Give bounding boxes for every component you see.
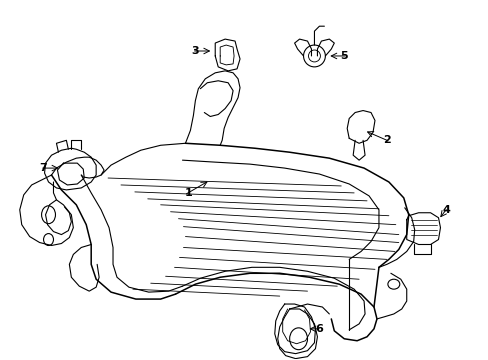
Ellipse shape [289, 328, 307, 350]
Text: 1: 1 [184, 188, 192, 198]
Text: 2: 2 [382, 135, 390, 145]
Text: 7: 7 [40, 163, 47, 173]
Text: 4: 4 [442, 205, 449, 215]
Text: 6: 6 [315, 324, 323, 334]
Ellipse shape [308, 50, 320, 62]
Text: 3: 3 [191, 46, 199, 56]
Ellipse shape [41, 206, 55, 224]
Text: 5: 5 [340, 51, 347, 61]
Ellipse shape [43, 234, 53, 246]
Ellipse shape [387, 279, 399, 289]
Ellipse shape [303, 45, 325, 67]
